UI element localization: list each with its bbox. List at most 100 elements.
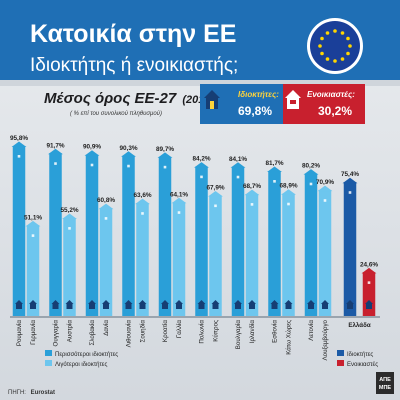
country-6-bar (99, 208, 113, 316)
country-5-window (90, 163, 94, 167)
country-12-house-icon (212, 304, 219, 309)
country-1-house-icon-roof (15, 300, 23, 304)
country-14-house-icon-roof (248, 300, 256, 304)
greece-renters-house-icon (366, 304, 372, 309)
country-3-window (54, 162, 57, 165)
country-18-house-icon-roof (321, 300, 329, 304)
country-10-value-label: 64,1% (170, 191, 188, 198)
country-1-window (17, 155, 21, 158)
country-11-window (200, 175, 203, 179)
eu-star (340, 31, 345, 35)
page-subtitle: Ιδιοκτήτης ή ενοικιαστής; (30, 55, 238, 76)
house-key-icon (204, 90, 220, 109)
country-4-value-label: 55,2% (60, 207, 78, 214)
country-7-house-icon (125, 304, 132, 309)
header: Κατοικία στην ΕΕ Ιδιοκτήτης ή ενοικιαστή… (0, 0, 400, 86)
renters-value: 30,2% (318, 104, 352, 118)
legend-swatch-most (45, 350, 52, 356)
greece-category-label: Ελλάδα (348, 322, 370, 329)
country-8-house-icon (139, 304, 146, 309)
country-8-bar (136, 203, 149, 316)
country-17-value-label: 80,2% (302, 163, 320, 170)
country-10-house-icon-roof (175, 300, 183, 304)
country-18-roof (317, 185, 333, 192)
greece-renters-house-icon-roof (365, 300, 373, 304)
legend-most-label: Περισσότεροι ιδιοκτήτες (55, 351, 118, 358)
country-7-value-label: 90,3% (119, 145, 137, 152)
country-1-category-label: Ρουμανία (16, 320, 23, 347)
country-4-window (68, 227, 71, 230)
country-4-category-label: Αυστρία (67, 320, 74, 343)
country-2-house-icon-roof (29, 300, 37, 304)
country-12-bar (209, 195, 222, 316)
country-6-house-icon-roof (102, 300, 110, 304)
baseline-right (340, 316, 380, 318)
country-2-bar (26, 225, 40, 316)
eu-stars (318, 29, 352, 63)
country-3-house-icon (52, 304, 59, 309)
eu-star (320, 51, 324, 56)
eu-star (346, 36, 350, 41)
country-6-window (104, 217, 108, 220)
country-5-bar (85, 154, 99, 316)
logo-bg (376, 372, 394, 394)
country-13-house-icon (235, 304, 241, 309)
country-1-bar (12, 146, 26, 316)
country-11-house-icon-roof (197, 300, 206, 304)
eu-star (333, 29, 337, 33)
country-12-house-icon-roof (211, 300, 220, 304)
country-7-window (127, 164, 130, 168)
owners-label: Ιδιοκτήτες: (238, 90, 279, 99)
country-5-house-icon-roof (88, 300, 96, 304)
country-9-house-icon-roof (161, 300, 169, 304)
country-8-window (141, 212, 144, 215)
country-17-bar (304, 173, 318, 316)
country-16-roof (281, 189, 296, 195)
country-14-window (250, 203, 254, 206)
agency-logo: ΑΠΕ ΜΠΕ (376, 372, 394, 394)
country-3-value-label: 91,7% (46, 142, 64, 149)
country-9-value-label: 89,7% (156, 146, 174, 153)
country-14-value-label: 68,7% (243, 183, 261, 190)
logo-line1: ΑΠΕ (379, 377, 391, 383)
country-17-house-icon-roof (307, 300, 315, 304)
country-10-category-label: Γαλλία (176, 320, 183, 339)
country-6-roof (98, 203, 114, 210)
country-1-roof (11, 141, 27, 147)
legend-swatch-renters (337, 360, 344, 366)
legend-left: Περισσότεροι ιδιοκτήτες Λιγότεροι ιδιοκτ… (45, 350, 118, 368)
eu-star (333, 59, 337, 63)
country-16-house-icon-roof (284, 300, 293, 304)
page-title: Κατοικία στην ΕΕ (30, 20, 236, 48)
country-16-house-icon (285, 304, 292, 309)
country-14-roof (244, 189, 260, 196)
country-13-bar (231, 166, 245, 316)
country-15-value-label: 81,7% (265, 160, 283, 167)
country-9-house-icon (162, 304, 168, 309)
logo-line2: ΜΠΕ (379, 385, 392, 391)
country-15-roof (267, 166, 282, 173)
country-2-house-icon (30, 304, 36, 309)
country-14-bar (245, 194, 259, 316)
country-9-bar (158, 156, 172, 316)
country-8-category-label: Σουηδία (140, 320, 147, 343)
country-12-category-label: Κύπρος (213, 320, 220, 342)
eu-star (340, 57, 345, 61)
country-3-roof (48, 148, 63, 155)
country-18-window (323, 199, 327, 202)
country-10-roof (171, 197, 187, 204)
greece-renters-bar (362, 272, 376, 316)
country-6-category-label: Δανία (103, 320, 110, 336)
eu-star (325, 57, 330, 61)
country-1-house-icon (16, 304, 22, 309)
country-17-window (309, 182, 313, 186)
country-13-value-label: 84,1% (229, 156, 247, 163)
country-9-category-label: Κροατία (162, 320, 169, 342)
eu-star (318, 44, 322, 48)
country-1-value-label: 95,8% (10, 135, 28, 142)
bar-series: 95,8% Ρουμανία 51,1% Γερμανία 91,7% Ουγγαρία 5… (10, 135, 380, 361)
country-5-house-icon (89, 304, 95, 309)
country-15-house-icon (271, 304, 278, 309)
